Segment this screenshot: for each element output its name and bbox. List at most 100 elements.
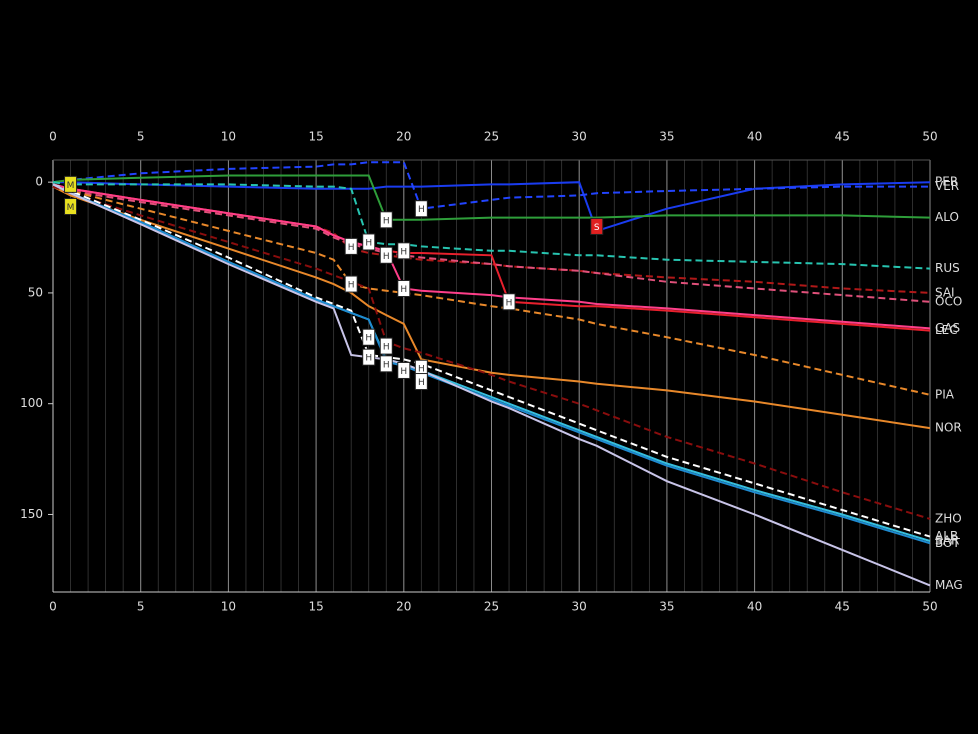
annotation-label: H [418,205,425,215]
annotation: H [379,337,393,355]
annotation-box [64,175,78,193]
annotation-box [362,233,376,251]
annotation-label: H [418,365,425,375]
x-tick-label: 45 [835,130,850,144]
x-tick-label: 25 [484,130,499,144]
annotation: H [379,355,393,373]
series-line [52,185,931,430]
series-line [53,181,931,233]
annotation-box [414,200,428,218]
annotation-label: H [383,216,390,226]
series-label: RUS [935,261,960,275]
x-tick-label: 35 [659,600,674,614]
series-label: PER [935,175,958,189]
x-tick-label: 50 [922,130,937,144]
annotation: H [502,293,516,311]
y-tick-label: 50 [28,285,43,299]
annotation-box [344,275,358,293]
x-tick-label: 50 [922,600,937,614]
series-label: SAR [935,534,959,548]
series-line [52,185,931,520]
annotation: H [379,246,393,264]
series-line [52,183,931,303]
annotation-label: H [365,334,372,344]
series-label: MAG [935,578,963,592]
series-line [52,174,931,221]
x-tick-label: 20 [396,130,411,144]
x-tick-label: 15 [308,600,323,614]
series-label: ALB [935,529,958,543]
annotation-box [64,198,78,216]
annotation: H [397,242,411,260]
series-label: GAS [935,321,960,335]
annotation-label: H [348,243,355,253]
annotation-label: H [418,378,425,388]
annotation-box [397,361,411,379]
series-label: NOR [935,421,962,435]
x-tick-label: 15 [308,130,323,144]
annotation: H [414,373,428,391]
annotation-label: H [365,354,372,364]
annotation: H [397,361,411,379]
annotation-box [397,242,411,260]
series-label: ZHO [935,511,962,525]
annotation-box [414,373,428,391]
series-label: LEC [935,323,958,337]
annotation-label: H [365,238,372,248]
annotation-label: H [400,367,407,377]
annotation: M [64,175,78,193]
x-tick-label: 10 [221,600,236,614]
annotation: H [344,275,358,293]
x-tick-label: 5 [137,600,145,614]
x-tick-label: 30 [572,130,587,144]
annotation-box [379,355,393,373]
annotation-box [397,279,411,297]
annotation-box [362,348,376,366]
series-label: SAI [935,285,955,299]
annotation-box [379,246,393,264]
x-tick-label: 20 [396,600,411,614]
annotation: H [362,233,376,251]
annotation-box [590,217,604,235]
annotation: H [379,211,393,229]
x-tick-label: 30 [572,600,587,614]
annotation: H [344,237,358,255]
y-tick-label: 0 [35,175,43,189]
x-tick-label: 10 [221,130,236,144]
annotation-label: H [383,252,390,262]
series-label: PIA [935,387,955,401]
annotation-box [379,337,393,355]
series-label: BOT [935,536,960,550]
x-tick-label: 45 [835,600,850,614]
y-tick-label: 100 [20,396,43,410]
x-tick-label: 40 [747,130,762,144]
annotation-box [502,293,516,311]
annotation-box [362,328,376,346]
annotation-box [344,237,358,255]
series-label: ALO [935,210,959,224]
annotation-label: H [506,298,513,308]
y-tick-label: 150 [20,507,43,521]
annotation-label: H [400,285,407,295]
series-label: VER [935,179,959,193]
annotation: M [64,198,78,216]
series-label: OCO [935,294,962,308]
annotation-label: M [67,203,75,213]
annotation: S [590,217,604,235]
x-tick-label: 0 [49,130,57,144]
series-line [52,183,931,538]
x-tick-label: 40 [747,600,762,614]
annotation-label: S [594,223,600,233]
x-tick-label: 0 [49,600,57,614]
x-tick-label: 25 [484,600,499,614]
x-tick-label: 5 [137,130,145,144]
annotation-label: H [383,343,390,353]
annotation-label: H [383,360,390,370]
annotation: H [362,328,376,346]
annotation: H [362,348,376,366]
x-tick-label: 35 [659,130,674,144]
annotation: H [397,279,411,297]
